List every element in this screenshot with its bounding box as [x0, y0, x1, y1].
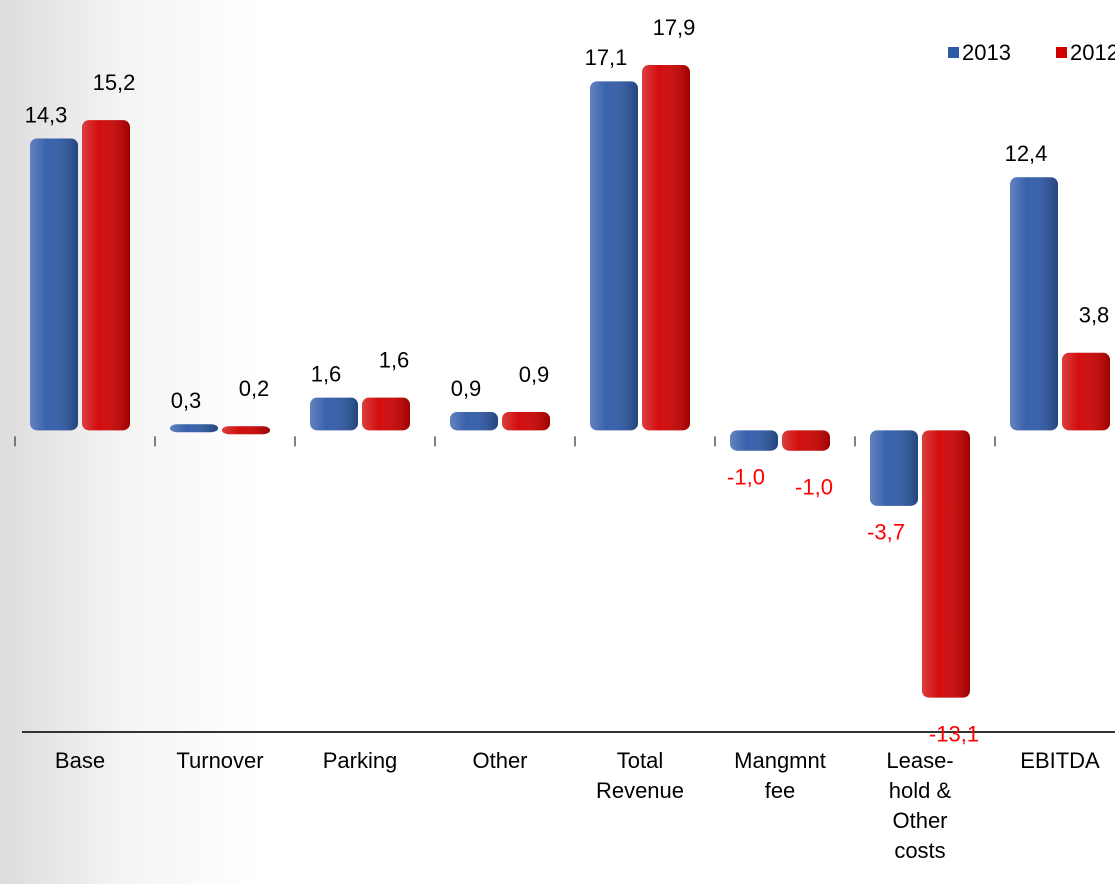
value-label: 17,9 — [653, 15, 696, 40]
bar-shade — [782, 430, 830, 451]
value-label: -1,0 — [795, 475, 833, 500]
value-label: 17,1 — [585, 45, 628, 70]
bar-shade — [170, 424, 218, 433]
bar-shade — [642, 65, 690, 431]
bar — [310, 397, 358, 431]
bar-shade — [590, 81, 638, 431]
bar — [502, 411, 550, 431]
legend-label: 2013 — [962, 40, 1011, 65]
value-label: 3,8 — [1079, 303, 1110, 328]
bar — [170, 424, 218, 433]
bar-shade — [450, 411, 498, 431]
bar — [870, 430, 918, 506]
bar-shade — [870, 430, 918, 506]
x-tick-label: EBITDA — [1020, 748, 1100, 773]
x-tick-label: Mangmnt fee — [734, 748, 826, 803]
bar-shade — [310, 397, 358, 431]
value-label: -3,7 — [867, 520, 905, 545]
value-label: 1,6 — [311, 361, 342, 386]
value-label: 0,3 — [171, 388, 202, 413]
x-tick-label: Other — [472, 748, 528, 773]
value-label: 0,9 — [519, 362, 550, 387]
bar-shade — [362, 397, 410, 431]
legend-swatch — [1056, 47, 1067, 58]
bar — [30, 138, 78, 431]
bar — [922, 430, 970, 698]
x-tick-label: Lease-hold & Other costs — [886, 748, 954, 863]
value-label: 0,9 — [451, 376, 482, 401]
legend-label: 2012 — [1070, 40, 1115, 65]
bar-shade — [730, 430, 778, 451]
bar-shade — [922, 430, 970, 698]
x-tick-label: Total Revenue — [595, 748, 685, 803]
bar — [1062, 352, 1110, 431]
x-tick-label: Turnover — [176, 748, 264, 773]
bar — [362, 397, 410, 431]
bar — [642, 65, 690, 431]
bar — [222, 426, 270, 435]
value-label: 14,3 — [25, 102, 68, 127]
value-label: 0,2 — [239, 376, 270, 401]
bar — [730, 430, 778, 451]
bar-shade — [1010, 177, 1058, 431]
bar-shade — [222, 426, 270, 435]
bar-shade — [1062, 352, 1110, 431]
value-label: -1,0 — [727, 465, 765, 490]
bar-shade — [502, 411, 550, 431]
bar-shade — [82, 120, 130, 431]
value-label: 1,6 — [379, 347, 410, 372]
bar — [1010, 177, 1058, 431]
bar — [590, 81, 638, 431]
legend-swatch — [948, 47, 959, 58]
x-tick-label: Base — [54, 748, 106, 773]
bar — [450, 411, 498, 431]
bar-shade — [30, 138, 78, 431]
bar — [782, 430, 830, 451]
value-label: -13,1 — [929, 721, 979, 746]
value-label: 12,4 — [1005, 141, 1048, 166]
value-label: 15,2 — [93, 70, 136, 95]
x-tick-label: Parking — [322, 748, 398, 773]
bar — [82, 120, 130, 431]
